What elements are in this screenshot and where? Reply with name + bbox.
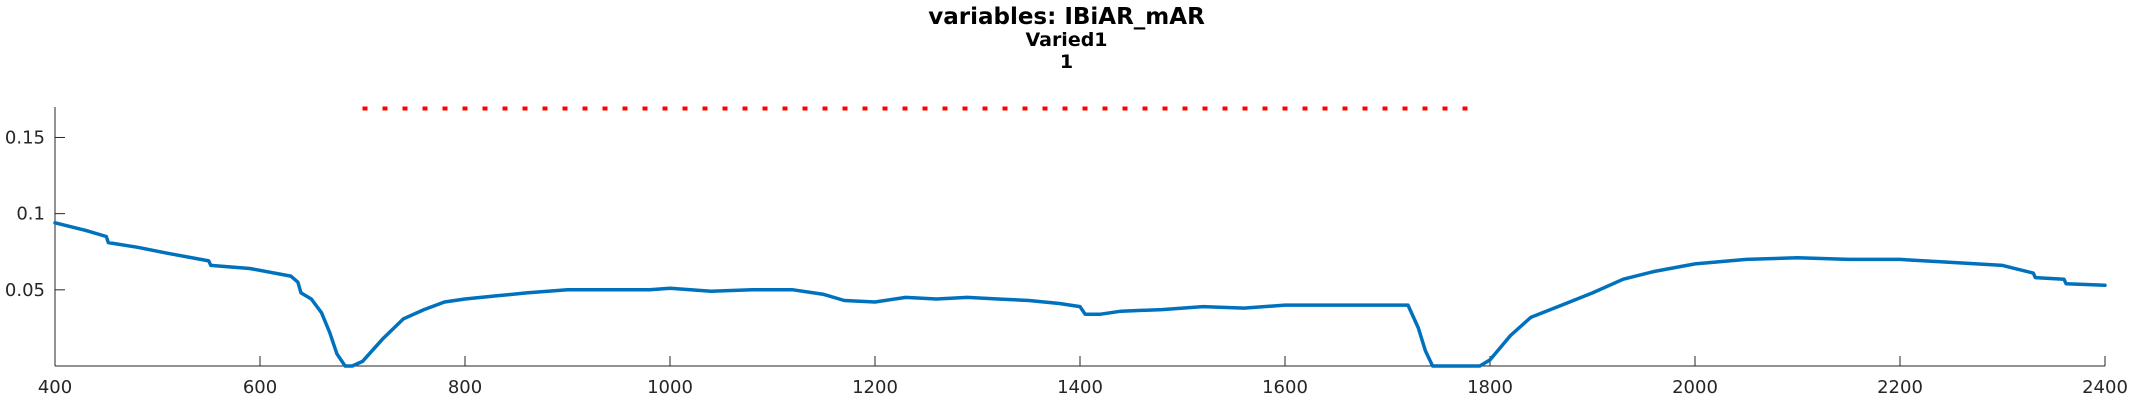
series-layer [53, 106, 2107, 368]
chart-subtitle-2: 1 [1059, 51, 1074, 74]
x-tick-label: 2400 [2082, 377, 2128, 398]
x-tick-label: 1000 [647, 377, 693, 398]
x-tick-label: 400 [38, 377, 72, 398]
chart-title-block: variables: IBiAR_mAR Varied1 1 [0, 4, 2133, 74]
x-tick-label: 1200 [852, 377, 898, 398]
series-line [53, 221, 2107, 368]
x-tick-label: 800 [448, 377, 482, 398]
x-tick-label: 1400 [1057, 377, 1103, 398]
y-tick-label: 0.1 [16, 204, 45, 225]
y-tick-label: 0.15 [5, 127, 45, 148]
chart-title: variables: IBiAR_mAR [928, 4, 1205, 30]
x-tick-label: 1600 [1262, 377, 1308, 398]
y-tick-label: 0.05 [5, 280, 45, 301]
x-tick-label: 2000 [1672, 377, 1718, 398]
chart-subtitle-1: Varied1 [1025, 29, 1108, 52]
x-tick-label: 2200 [1877, 377, 1923, 398]
axes: 400 600 800 1000 1200 1400 1600 1800 2000 2200 240… [5, 107, 2128, 398]
x-tick-label: 600 [243, 377, 277, 398]
x-tick-label: 1800 [1467, 377, 1513, 398]
